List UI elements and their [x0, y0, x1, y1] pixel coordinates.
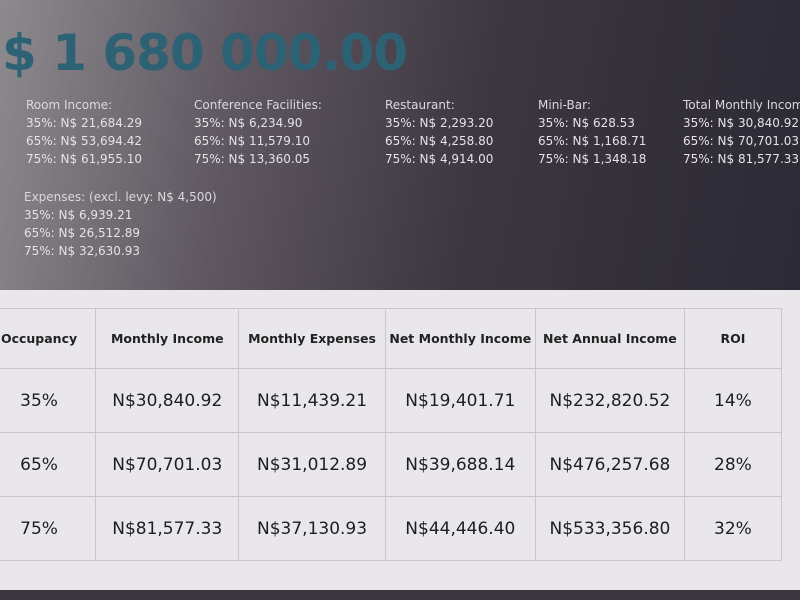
table-cell: N$533,356.80 [534, 496, 685, 561]
block-line: 75%: N$ 4,914.00 [385, 152, 494, 166]
table-cell: N$44,446.40 [384, 496, 536, 561]
table-row: 65% N$70,701.03 N$31,012.89 N$39,688.14 N$47… [0, 432, 783, 497]
block-heading: Expenses: (excl. levy: N$ 4,500) [24, 190, 217, 204]
block-heading: Restaurant: [385, 98, 455, 112]
table-cell: N$11,439.21 [238, 368, 386, 433]
column-header: Monthly Income [95, 308, 240, 369]
block-line: 35%: N$ 6,234.90 [194, 116, 303, 130]
income-block: Restaurant: 35%: N$ 2,293.20 65%: N$ 4,258… [385, 96, 493, 168]
block-heading: Conference Facilities: [194, 98, 322, 112]
table-cell: 75% [0, 496, 97, 561]
block-heading: Room Income: [26, 98, 113, 112]
income-block: Mini-Bar: 35%: N$ 628.53 65%: N$ 1,168.71 7… [538, 96, 646, 168]
table-cell: N$476,257.68 [534, 432, 685, 497]
table-cell: N$37,130.93 [238, 496, 386, 561]
table-row: 35% N$30,840.92 N$11,439.21 N$19,401.71 N$23… [0, 368, 783, 433]
block-line: 65%: N$ 26,512.89 [24, 226, 141, 240]
column-header: Occupancy [0, 308, 97, 369]
table-cell: N$19,401.71 [384, 368, 536, 433]
screen-bezel [0, 590, 800, 600]
table-cell: N$81,577.33 [95, 496, 240, 561]
income-block: Conference Facilities: 35%: N$ 6,234.90 65… [194, 96, 322, 168]
income-block: Expenses: (excl. levy: N$ 4,500) 35%: N$ … [24, 188, 217, 260]
table-cell: 32% [683, 496, 783, 561]
table-cell: 65% [0, 432, 97, 497]
table-cell: 35% [0, 368, 97, 433]
table-cell: 28% [683, 432, 783, 497]
block-line: 75%: N$ 1,348.18 [538, 152, 647, 166]
column-header: Net Annual Income [534, 308, 685, 369]
roi-table: Occupancy Monthly Income Monthly Expenses N… [0, 308, 783, 561]
block-line: 75%: N$ 32,630.93 [24, 244, 141, 258]
table-row: 75% N$81,577.33 N$37,130.93 N$44,446.40 N$53… [0, 496, 783, 561]
summary-panel: $ 1 680 000.00 Room Income: 35%: N$ 21,68… [0, 0, 800, 292]
block-heading: Mini-Bar: [538, 98, 591, 112]
block-line: 65%: N$ 70,701.03 [683, 134, 800, 148]
column-header: Net Monthly Income [384, 308, 536, 369]
block-line: 65%: N$ 4,258.80 [385, 134, 494, 148]
income-block: Room Income: 35%: N$ 21,684.29 65%: N$ 53,… [26, 96, 142, 168]
table-cell: N$30,840.92 [95, 368, 240, 433]
roi-table-panel: Occupancy Monthly Income Monthly Expenses N… [0, 290, 800, 590]
block-line: 35%: N$ 2,293.20 [385, 116, 494, 130]
block-line: 65%: N$ 1,168.71 [538, 134, 647, 148]
table-cell: N$232,820.52 [534, 368, 685, 433]
block-line: 35%: N$ 628.53 [538, 116, 635, 130]
block-line: 65%: N$ 11,579.10 [194, 134, 311, 148]
block-line: 65%: N$ 53,694.42 [26, 134, 143, 148]
page-title: $ 1 680 000.00 [2, 24, 408, 82]
table-cell: N$39,688.14 [384, 432, 536, 497]
table-cell: N$31,012.89 [238, 432, 386, 497]
income-block: Total Monthly Income: 35%: N$ 30,840.92 65… [683, 96, 800, 168]
column-header: ROI [683, 308, 783, 369]
block-line: 35%: N$ 21,684.29 [26, 116, 143, 130]
block-line: 75%: N$ 13,360.05 [194, 152, 311, 166]
column-header: Monthly Expenses [238, 308, 386, 369]
block-line: 35%: N$ 30,840.92 [683, 116, 800, 130]
block-line: 75%: N$ 81,577.33 [683, 152, 800, 166]
block-line: 75%: N$ 61,955.10 [26, 152, 143, 166]
table-cell: N$70,701.03 [95, 432, 240, 497]
block-line: 35%: N$ 6,939.21 [24, 208, 133, 222]
block-heading: Total Monthly Income: [683, 98, 800, 112]
table-cell: 14% [683, 368, 783, 433]
